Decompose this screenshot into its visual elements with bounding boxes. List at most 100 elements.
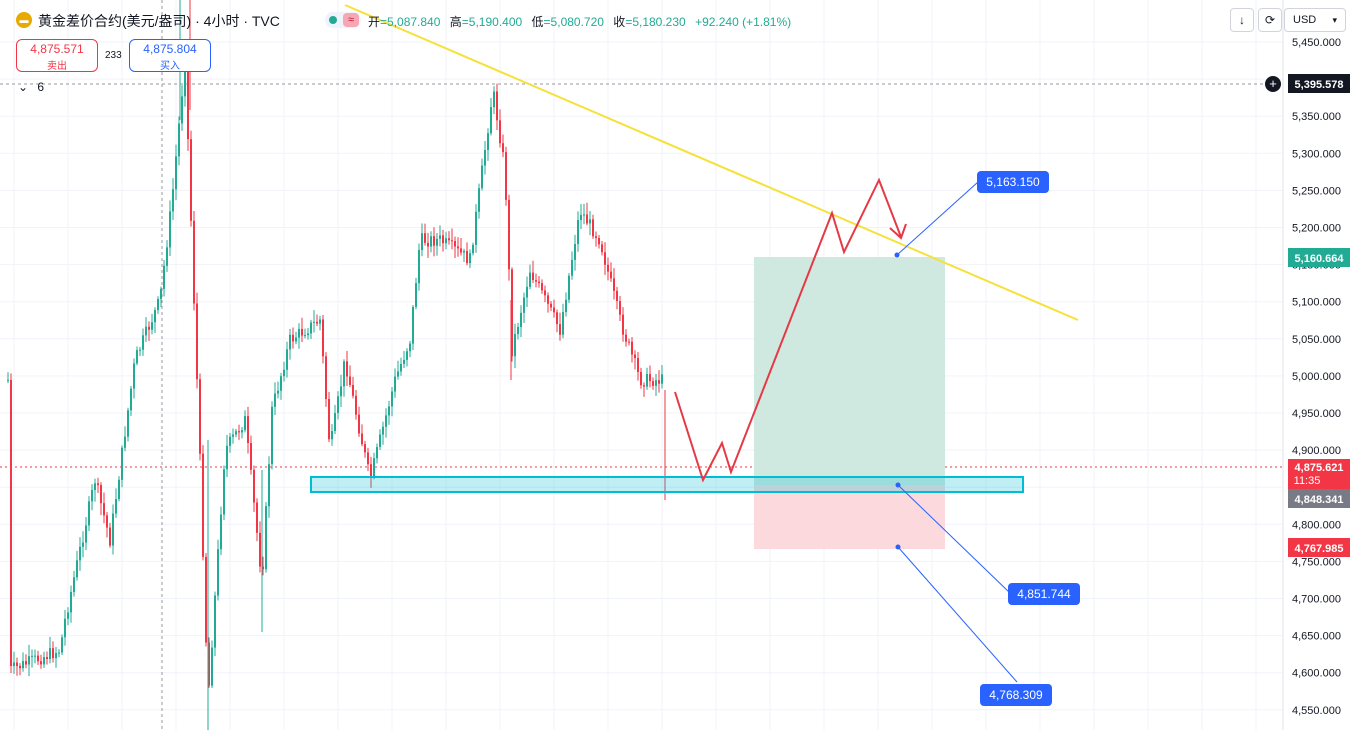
- candle-body: [412, 306, 414, 344]
- candle-body: [322, 319, 324, 357]
- price-tick-label: 4,550.000: [1292, 705, 1341, 717]
- stop-callout-label: 4,768.309: [989, 688, 1043, 702]
- candle-body: [619, 301, 621, 315]
- candle-body: [370, 464, 372, 477]
- candle-body: [181, 96, 183, 124]
- currency-select[interactable]: USD ▾: [1284, 8, 1346, 32]
- candle-body: [640, 371, 642, 386]
- candle-body: [160, 288, 162, 299]
- candle-body: [310, 322, 312, 334]
- market-status[interactable]: ≈: [325, 12, 361, 28]
- candle-body: [172, 189, 174, 212]
- candle-body: [31, 655, 33, 657]
- stop-zone[interactable]: [754, 485, 945, 549]
- candle-body: [583, 214, 585, 216]
- sell-button[interactable]: 4,875.571 卖出: [16, 39, 98, 72]
- chart-grid: [0, 0, 1283, 730]
- indicators-toggle[interactable]: ⌄ 6: [18, 80, 44, 94]
- candle-body: [646, 373, 648, 387]
- indicators-count: 6: [37, 80, 45, 94]
- candle-body: [328, 398, 330, 440]
- candle-body: [256, 502, 258, 533]
- candle-body: [97, 483, 99, 486]
- candle-body: [205, 556, 207, 643]
- price-tick-label: 4,900.000: [1292, 445, 1341, 457]
- stop-price-label: 4,767.985: [1288, 538, 1350, 557]
- candle-body: [73, 577, 75, 592]
- candle-body: [292, 334, 294, 342]
- candlestick-series: [7, 0, 666, 730]
- svg-text:4,848.341: 4,848.341: [1295, 494, 1344, 506]
- candle-body: [373, 458, 375, 477]
- price-axis[interactable]: 5,450.0005,400.0005,350.0005,300.0005,25…: [1292, 37, 1341, 717]
- scroll-down-button[interactable]: ↓: [1230, 8, 1254, 32]
- candle-body: [124, 436, 126, 448]
- candle-body: [487, 133, 489, 151]
- candle-body: [553, 307, 555, 313]
- candle-body: [82, 542, 84, 547]
- candle-body: [349, 376, 351, 385]
- candle-body: [106, 515, 108, 528]
- candle-body: [166, 247, 168, 266]
- candle-body: [661, 374, 663, 384]
- candle-body: [607, 264, 609, 272]
- candle-body: [130, 388, 132, 411]
- target-callout[interactable]: 5,163.150: [977, 171, 1049, 193]
- candle-body: [343, 361, 345, 387]
- candle-body: [586, 214, 588, 224]
- candle-body: [214, 595, 216, 648]
- add-alert-plus-icon[interactable]: +: [1265, 76, 1281, 92]
- stop-callout-anchor[interactable]: [895, 544, 901, 550]
- sell-label: 卖出: [47, 61, 67, 72]
- buy-label: 买入: [160, 61, 180, 72]
- candle-body: [559, 324, 561, 335]
- candle-body: [547, 295, 549, 304]
- candle-body: [43, 657, 45, 665]
- waves-icon: ≈: [343, 13, 359, 27]
- candle-body: [295, 337, 297, 342]
- candle-body: [346, 361, 348, 377]
- candle-body: [658, 380, 660, 384]
- svg-text:4,875.621: 4,875.621: [1295, 462, 1344, 474]
- target-callout-anchor[interactable]: [894, 252, 900, 258]
- ohlc-high-label: 高: [449, 15, 462, 29]
- candle-body: [478, 188, 480, 212]
- candle-body: [67, 612, 69, 619]
- price-tick-label: 5,050.000: [1292, 334, 1341, 346]
- candle-body: [649, 373, 651, 382]
- candle-body: [544, 290, 546, 296]
- entry-price-label: 4,848.341: [1288, 489, 1350, 508]
- candle-body: [298, 328, 300, 338]
- buy-button[interactable]: 4,875.804 买入: [129, 39, 211, 72]
- candle-body: [334, 413, 336, 432]
- entry-callout[interactable]: 4,851.744: [1008, 583, 1080, 605]
- price-tick-label: 5,100.000: [1292, 297, 1341, 309]
- ohlc-close-value: =5,180.230: [625, 15, 686, 29]
- support-zone[interactable]: [310, 476, 1024, 493]
- candle-body: [142, 335, 144, 350]
- target-zone[interactable]: [754, 257, 945, 485]
- candle-body: [502, 143, 504, 153]
- candle-body: [265, 506, 267, 570]
- candle-body: [637, 358, 639, 372]
- fullscreen-button[interactable]: ⟳: [1258, 8, 1282, 32]
- price-tick-label: 4,800.000: [1292, 519, 1341, 531]
- candle-body: [589, 219, 591, 224]
- candle-body: [301, 328, 303, 336]
- candle-body: [430, 236, 432, 247]
- target-callout-label: 5,163.150: [986, 175, 1040, 189]
- candle-body: [490, 107, 492, 134]
- stop-callout[interactable]: 4,768.309: [980, 684, 1052, 706]
- candle-body: [313, 321, 315, 323]
- candle-body: [52, 648, 54, 659]
- symbol-title[interactable]: 黄金差价合约(美元/盎司) · 4小时 · TVC: [38, 13, 280, 29]
- candle-body: [226, 445, 228, 470]
- price-tick-label: 4,600.000: [1292, 668, 1341, 680]
- projection-path[interactable]: [674, 177, 902, 483]
- candle-body: [139, 349, 141, 351]
- candle-body: [538, 281, 540, 284]
- ohlc-legend: 开=5,087.840 高=5,190.400 低=5,080.720 收=5,…: [368, 13, 797, 30]
- entry-callout-anchor[interactable]: [895, 482, 901, 488]
- trendline[interactable]: [344, 4, 1079, 321]
